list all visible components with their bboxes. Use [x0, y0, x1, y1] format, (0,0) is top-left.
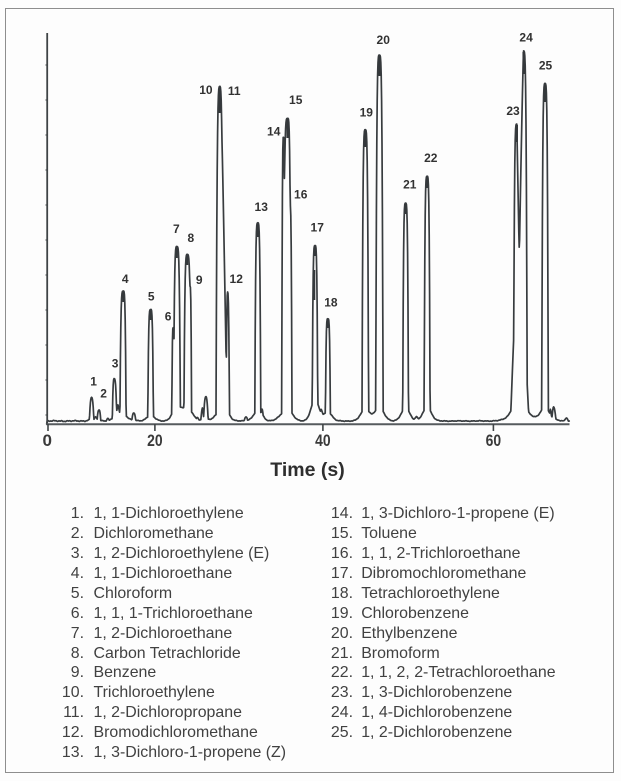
svg-text:19: 19 — [360, 105, 374, 119]
svg-text:12: 12 — [230, 272, 244, 286]
svg-text:14: 14 — [267, 124, 281, 138]
svg-text:8: 8 — [187, 231, 194, 245]
svg-text:11: 11 — [228, 84, 241, 98]
svg-text:24: 24 — [519, 31, 533, 45]
svg-text:21: 21 — [403, 177, 417, 191]
svg-text:22: 22 — [424, 151, 438, 165]
svg-text:0: 0 — [42, 431, 51, 450]
svg-text:23: 23 — [506, 104, 520, 118]
svg-text:17: 17 — [311, 220, 325, 234]
svg-text:18: 18 — [324, 296, 338, 310]
svg-text:7: 7 — [173, 222, 180, 236]
svg-text:6: 6 — [165, 310, 172, 324]
svg-text:20: 20 — [147, 431, 163, 450]
svg-text:10: 10 — [199, 83, 213, 97]
svg-text:3: 3 — [112, 357, 119, 371]
svg-text:15: 15 — [289, 93, 303, 107]
svg-text:1: 1 — [90, 374, 97, 388]
svg-text:60: 60 — [486, 431, 502, 450]
svg-text:20: 20 — [377, 33, 391, 47]
svg-text:2: 2 — [100, 387, 107, 401]
svg-text:5: 5 — [148, 289, 155, 303]
svg-text:40: 40 — [315, 431, 331, 450]
svg-text:16: 16 — [294, 187, 308, 201]
svg-text:13: 13 — [255, 200, 269, 214]
svg-text:4: 4 — [122, 272, 129, 286]
svg-text:25: 25 — [539, 58, 553, 72]
svg-text:9: 9 — [196, 273, 203, 287]
svg-text:Time (s): Time (s) — [270, 459, 344, 481]
